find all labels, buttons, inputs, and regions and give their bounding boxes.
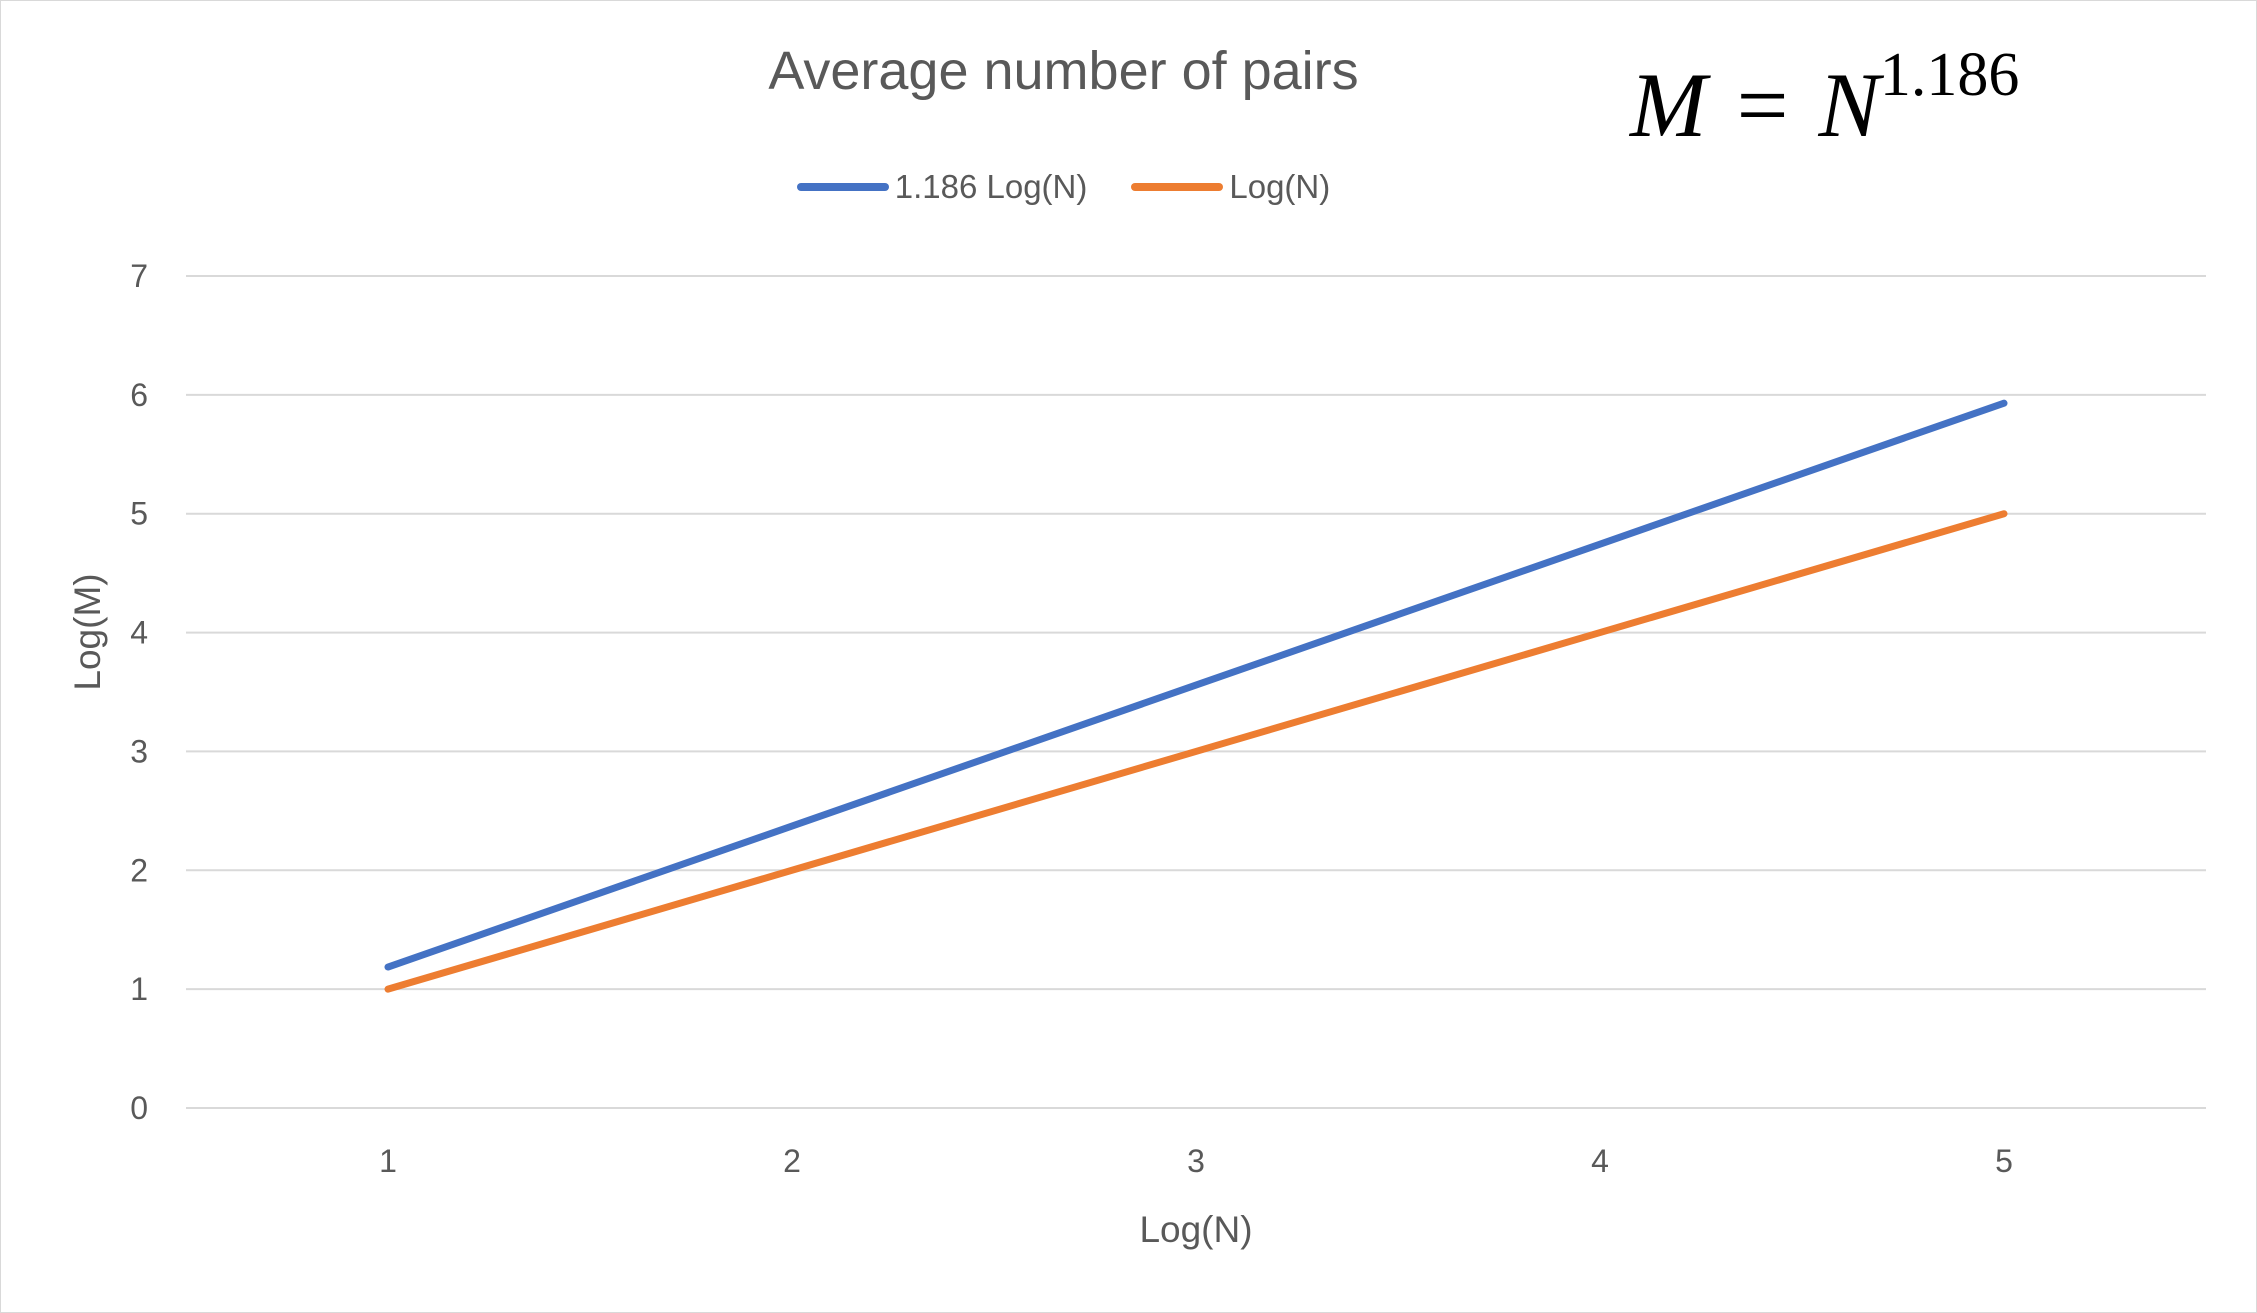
y-tick-label: 3 <box>130 733 148 769</box>
legend-item-series-2: Log(N) <box>1131 168 1330 206</box>
y-tick-labels: 0 1 2 3 4 5 6 7 <box>130 258 148 1126</box>
y-axis-label: Log(M) <box>67 573 108 690</box>
y-tick-label: 0 <box>130 1090 148 1126</box>
gridlines <box>186 275 2206 1109</box>
legend-swatch-series-1 <box>796 183 889 191</box>
legend-label-series-2: Log(N) <box>1229 168 1331 205</box>
y-tick-label: 1 <box>130 971 148 1007</box>
legend: 1.186 Log(N) Log(N) <box>0 168 2257 206</box>
equation-base: N <box>1818 54 1880 156</box>
y-tick-label: 6 <box>130 377 148 413</box>
legend-label-series-1: 1.186 Log(N) <box>894 168 1088 205</box>
y-tick-label: 2 <box>130 852 148 888</box>
x-tick-label: 1 <box>379 1143 397 1179</box>
equation-lhs: M <box>1630 54 1707 156</box>
x-tick-label: 2 <box>783 1143 801 1179</box>
y-tick-label: 4 <box>130 615 148 651</box>
equation-annotation: M = N1.186 <box>1630 41 2019 158</box>
equation-exponent: 1.186 <box>1879 41 2020 109</box>
series-line-1 <box>384 399 2008 971</box>
chart-title: Average number of pairs <box>768 41 1359 101</box>
x-tick-label: 5 <box>1995 1143 2013 1179</box>
x-tick-labels: 1 2 3 4 5 <box>379 1143 2013 1179</box>
x-tick-label: 4 <box>1591 1143 1609 1179</box>
legend-item-series-1: 1.186 Log(N) <box>796 168 1088 206</box>
series-line-2 <box>384 510 2008 993</box>
y-tick-label: 5 <box>130 496 148 532</box>
series-lines <box>384 399 2008 993</box>
x-axis-label: Log(N) <box>1139 1209 1252 1250</box>
legend-swatch-series-2 <box>1131 183 1224 191</box>
y-tick-label: 7 <box>130 258 148 294</box>
x-tick-label: 3 <box>1187 1143 1205 1179</box>
equation-operator: = <box>1736 54 1789 156</box>
